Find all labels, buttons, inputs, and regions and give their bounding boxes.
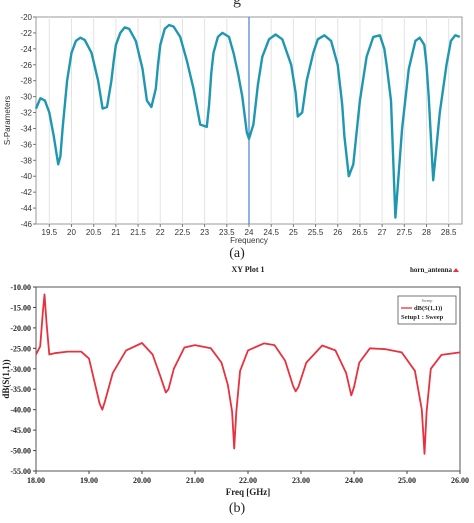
- y-tick-label-a: -44: [20, 204, 32, 213]
- figure-title-fragment: g: [0, 0, 474, 9]
- y-tick-label-a: -42: [20, 188, 32, 197]
- caption-b: (b): [228, 501, 246, 516]
- chart-a-s-parameters: -20 -22 -24 -26 -28 -30 -32 -34 -36 -38 -40 -42 -44 -…: [3, 13, 463, 245]
- series-line-a: [34, 23, 461, 219]
- x-tick-label-a: 22.5: [175, 228, 191, 237]
- x-tick-label-a: 20: [67, 228, 76, 237]
- x-tick-label-b: 24.00: [345, 476, 363, 485]
- caption-a: (a): [229, 246, 245, 261]
- x-tick-label-a: 26: [333, 228, 342, 237]
- y-tick-label-a: -32: [20, 109, 32, 118]
- x-tick-label-a: 24.5: [263, 228, 279, 237]
- y-tick-label-a: -24: [20, 45, 32, 54]
- y-tick-label-a: -28: [20, 77, 32, 86]
- chart-title-b: XY Plot 1: [231, 265, 264, 274]
- y-tick-label-b: -20.00: [10, 324, 31, 333]
- x-tick-label-a: 26.5: [352, 228, 368, 237]
- x-axis-label-a: Frequency: [230, 236, 268, 245]
- y-tick-label-b: -45.00: [10, 426, 31, 435]
- y-tick-label-a: -20: [20, 13, 32, 22]
- y-tick-label-b: -30.00: [10, 365, 31, 374]
- x-tick-label-b: 21.00: [186, 476, 204, 485]
- y-tick-label-b: -35.00: [10, 385, 31, 394]
- x-tick-label-a: 27: [378, 228, 387, 237]
- y-tick-label-a: -30: [20, 93, 32, 102]
- plot-area-b: [35, 286, 461, 472]
- y-tick-label-b: -15.00: [10, 303, 31, 312]
- y-tick-label-a: -46: [20, 220, 32, 229]
- y-tick-label-b: -40.00: [10, 406, 31, 415]
- x-tick-label-b: 20.00: [133, 476, 151, 485]
- y-tick-label-b: -10.00: [10, 283, 31, 292]
- corner-label-b: horn_antenna: [410, 266, 453, 274]
- x-tick-label-a: 20.5: [86, 228, 102, 237]
- series-line-b: [35, 293, 461, 455]
- x-tick-label-a: 27.5: [397, 228, 413, 237]
- x-tick-label-a: 25: [289, 228, 298, 237]
- x-tick-label-b: 23.00: [292, 476, 310, 485]
- corner-marker-icon: [453, 268, 459, 272]
- x-tick-label-b: 22.00: [239, 476, 257, 485]
- y-axis-label-a: S-Parameters: [3, 96, 12, 145]
- y-tick-label-a: -38: [20, 156, 32, 165]
- y-tick-label-a: -26: [20, 61, 32, 70]
- y-tick-label-a: -34: [20, 124, 32, 133]
- y-axis-label-b: dB(S(1,1)): [1, 359, 11, 398]
- y-tick-label-a: -22: [20, 29, 32, 38]
- x-tick-label-a: 24: [245, 228, 254, 237]
- y-tick-label-b: -55.00: [10, 467, 31, 476]
- x-tick-label-a: 22: [156, 228, 165, 237]
- legend-entry-b: dB(S(1,1)): [414, 305, 442, 312]
- x-axis-label-b: Freq [GHz]: [226, 487, 271, 497]
- legend-entry-b: Setup1 : Sweep: [401, 314, 444, 321]
- y-tick-label-b: -25.00: [10, 344, 31, 353]
- x-tick-label-b: 26.00: [451, 476, 469, 485]
- x-tick-label-a: 23.5: [219, 228, 235, 237]
- x-tick-label-a: 28.5: [441, 228, 457, 237]
- x-tick-label-a: 28: [422, 228, 431, 237]
- x-tick-label-b: 25.00: [398, 476, 416, 485]
- y-tick-label-b: -50.00: [10, 447, 31, 456]
- legend-header-b: Sweep: [422, 298, 433, 303]
- x-tick-label-b: 19.00: [80, 476, 98, 485]
- chart-b-xy-plot: XY Plot 1 horn_antenna -10.00 -15.00 -20.00 -…: [1, 265, 469, 497]
- x-tick-label-a: 21: [111, 228, 120, 237]
- x-tick-label-b: 18.00: [27, 476, 45, 485]
- x-tick-label-a: 19.5: [42, 228, 58, 237]
- x-tick-label-a: 21.5: [130, 228, 146, 237]
- y-tick-label-a: -36: [20, 140, 32, 149]
- y-tick-label-a: -40: [20, 172, 32, 181]
- legend-box-b: [397, 295, 457, 325]
- x-tick-label-a: 25.5: [308, 228, 324, 237]
- x-tick-label-a: 23: [200, 228, 209, 237]
